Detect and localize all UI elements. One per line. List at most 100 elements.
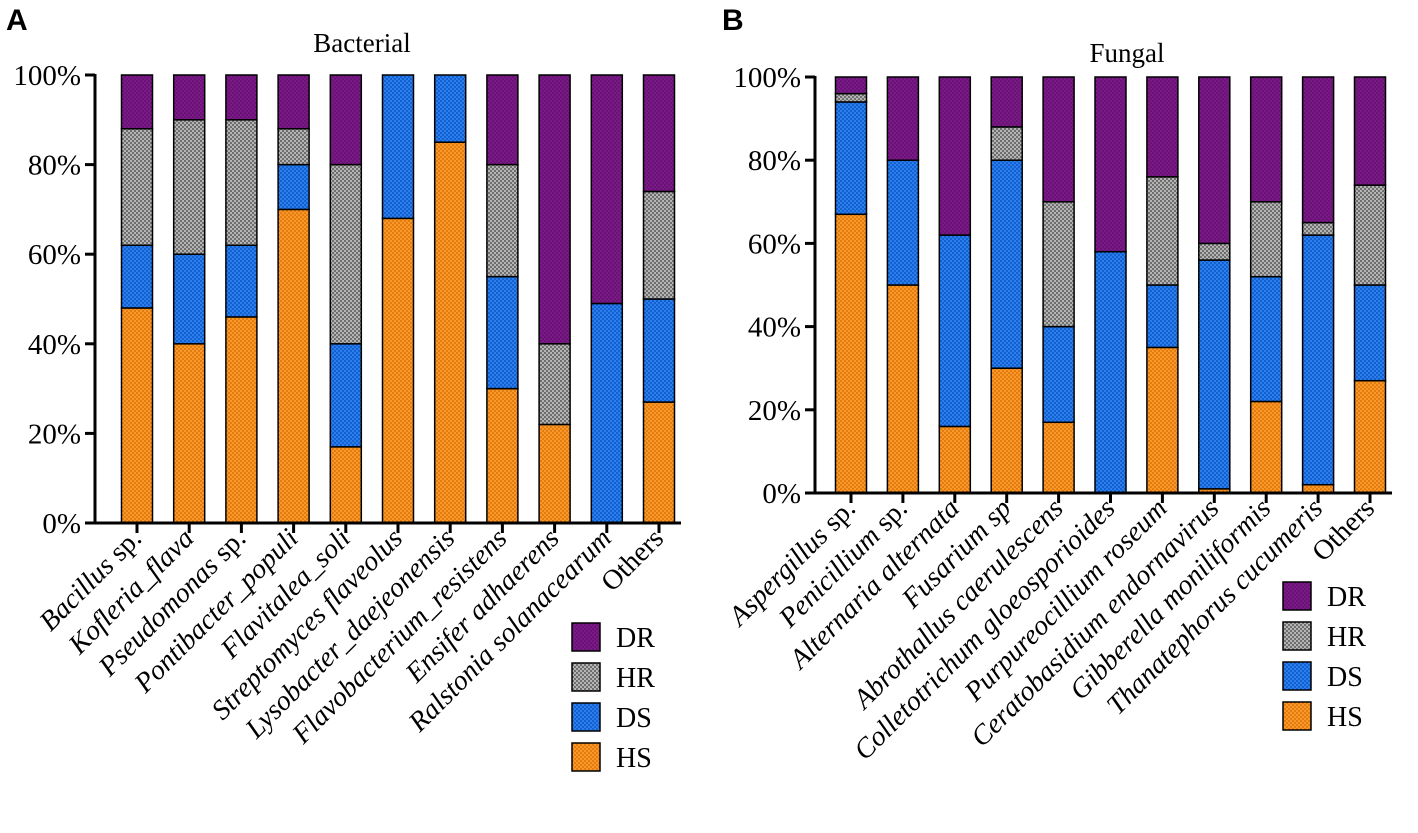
bar-hr <box>1353 184 1387 286</box>
bar-hs <box>172 343 206 524</box>
y-tick-label: 0% <box>762 478 801 510</box>
bar-hr <box>1146 176 1179 286</box>
bar-dr <box>990 76 1023 128</box>
y-tick-label: 0% <box>42 508 81 540</box>
bar-ds <box>172 253 206 345</box>
bar-ds <box>225 244 258 318</box>
bar-hs <box>1249 400 1283 494</box>
legend-label-ds: DS <box>1327 662 1363 693</box>
bar-hr <box>329 163 363 345</box>
bar-hr <box>486 163 519 278</box>
bar-hr <box>120 128 154 246</box>
legend-label-dr: DR <box>616 623 655 654</box>
bar-ds <box>381 74 415 220</box>
bar-hs <box>277 208 310 524</box>
bar-hr <box>1301 221 1335 236</box>
bar-dr <box>642 74 676 193</box>
bar-ds <box>1146 284 1179 349</box>
bar-hs <box>329 446 363 524</box>
bar-hs <box>433 141 467 524</box>
bar-hs <box>225 316 258 524</box>
bar-ds <box>1353 284 1387 382</box>
bar-hr <box>172 119 206 255</box>
bar-dr <box>329 74 363 166</box>
legend-a: DR HR DS HS <box>571 622 655 774</box>
legend-swatch-ds <box>571 702 601 732</box>
bar-dr <box>120 74 154 130</box>
bar-hs <box>1042 421 1075 494</box>
bar-dr <box>886 76 920 161</box>
bar-dr <box>1301 76 1335 224</box>
bar-hs <box>1353 379 1387 494</box>
legend-label-hr: HR <box>616 663 655 694</box>
legend-label-hs: HS <box>616 743 652 774</box>
legend-swatch-dr <box>571 622 601 652</box>
bar-dr <box>486 74 519 166</box>
bar-hs <box>990 367 1023 494</box>
y-tick-label: 20% <box>748 395 801 427</box>
bar-ds <box>329 343 363 448</box>
legend-swatch-hr <box>1282 621 1312 651</box>
bar-hr <box>225 119 258 246</box>
legend-swatch-ds <box>1282 661 1312 691</box>
bar-hr <box>1198 242 1231 261</box>
bar-dr <box>1094 76 1127 253</box>
bar-hs <box>381 217 415 524</box>
bar-dr <box>1353 76 1387 186</box>
bar-hr <box>1249 201 1283 278</box>
bar-ds <box>938 234 972 428</box>
bar-ds <box>1198 259 1231 490</box>
bar-dr <box>1146 76 1179 178</box>
bar-hr <box>834 92 868 103</box>
bars-b <box>834 76 1387 494</box>
bar-dr <box>172 74 206 121</box>
bar-dr <box>1249 76 1283 203</box>
bar-hs <box>1146 346 1179 494</box>
y-tick-label: 80% <box>748 145 801 177</box>
bar-hr <box>1042 201 1075 328</box>
legend-swatch-dr <box>1282 581 1312 611</box>
chart-title-a: Bacterial <box>313 28 410 58</box>
panel-b: B Fungal 0% 20% 40% 60% 80% 100% Aspergillus … <box>722 4 1392 766</box>
bar-dr <box>938 76 972 236</box>
bar-hs <box>486 387 519 524</box>
y-tick-label: 20% <box>28 418 81 450</box>
y-axis-a: 0% 20% 40% 60% 80% 100% <box>13 60 97 540</box>
bar-ds <box>486 275 519 390</box>
panel-letter-a: A <box>6 4 28 37</box>
panel-letter-b: B <box>722 4 744 37</box>
y-tick-label: 40% <box>748 312 801 344</box>
legend-b: DR HR DS HS <box>1282 581 1366 733</box>
bar-hs <box>538 423 571 524</box>
bar-dr <box>590 74 624 305</box>
legend-label-hs: HS <box>1327 702 1363 733</box>
x-axis-b: Aspergillus sp.Penicillium sp.Alternaria… <box>722 491 1392 766</box>
bar-ds <box>642 298 676 403</box>
y-axis-b: 0% 20% 40% 60% 80% 100% <box>733 62 817 510</box>
bar-dr <box>1042 76 1075 203</box>
bar-ds <box>1042 325 1075 424</box>
bar-ds <box>433 74 467 143</box>
bar-ds <box>590 302 624 524</box>
bar-ds <box>1249 275 1283 403</box>
y-tick-label: 100% <box>733 62 801 94</box>
chart-title-b: Fungal <box>1089 38 1164 68</box>
bar-hr <box>990 126 1023 161</box>
y-tick-label: 80% <box>28 150 81 182</box>
bar-dr <box>834 76 868 95</box>
bar-ds <box>886 159 920 286</box>
legend-swatch-hs <box>571 742 601 772</box>
legend-label-ds: DS <box>616 703 652 734</box>
y-tick-label: 60% <box>28 239 81 271</box>
bar-hs <box>886 284 920 494</box>
y-tick-label: 60% <box>748 228 801 260</box>
bar-hs <box>938 425 972 494</box>
bars-a <box>120 74 676 524</box>
bar-ds <box>834 101 868 216</box>
bar-hs <box>834 213 868 494</box>
bar-ds <box>990 159 1023 369</box>
bar-hr <box>277 128 310 166</box>
bar-dr <box>277 74 310 130</box>
bar-ds <box>277 163 310 211</box>
